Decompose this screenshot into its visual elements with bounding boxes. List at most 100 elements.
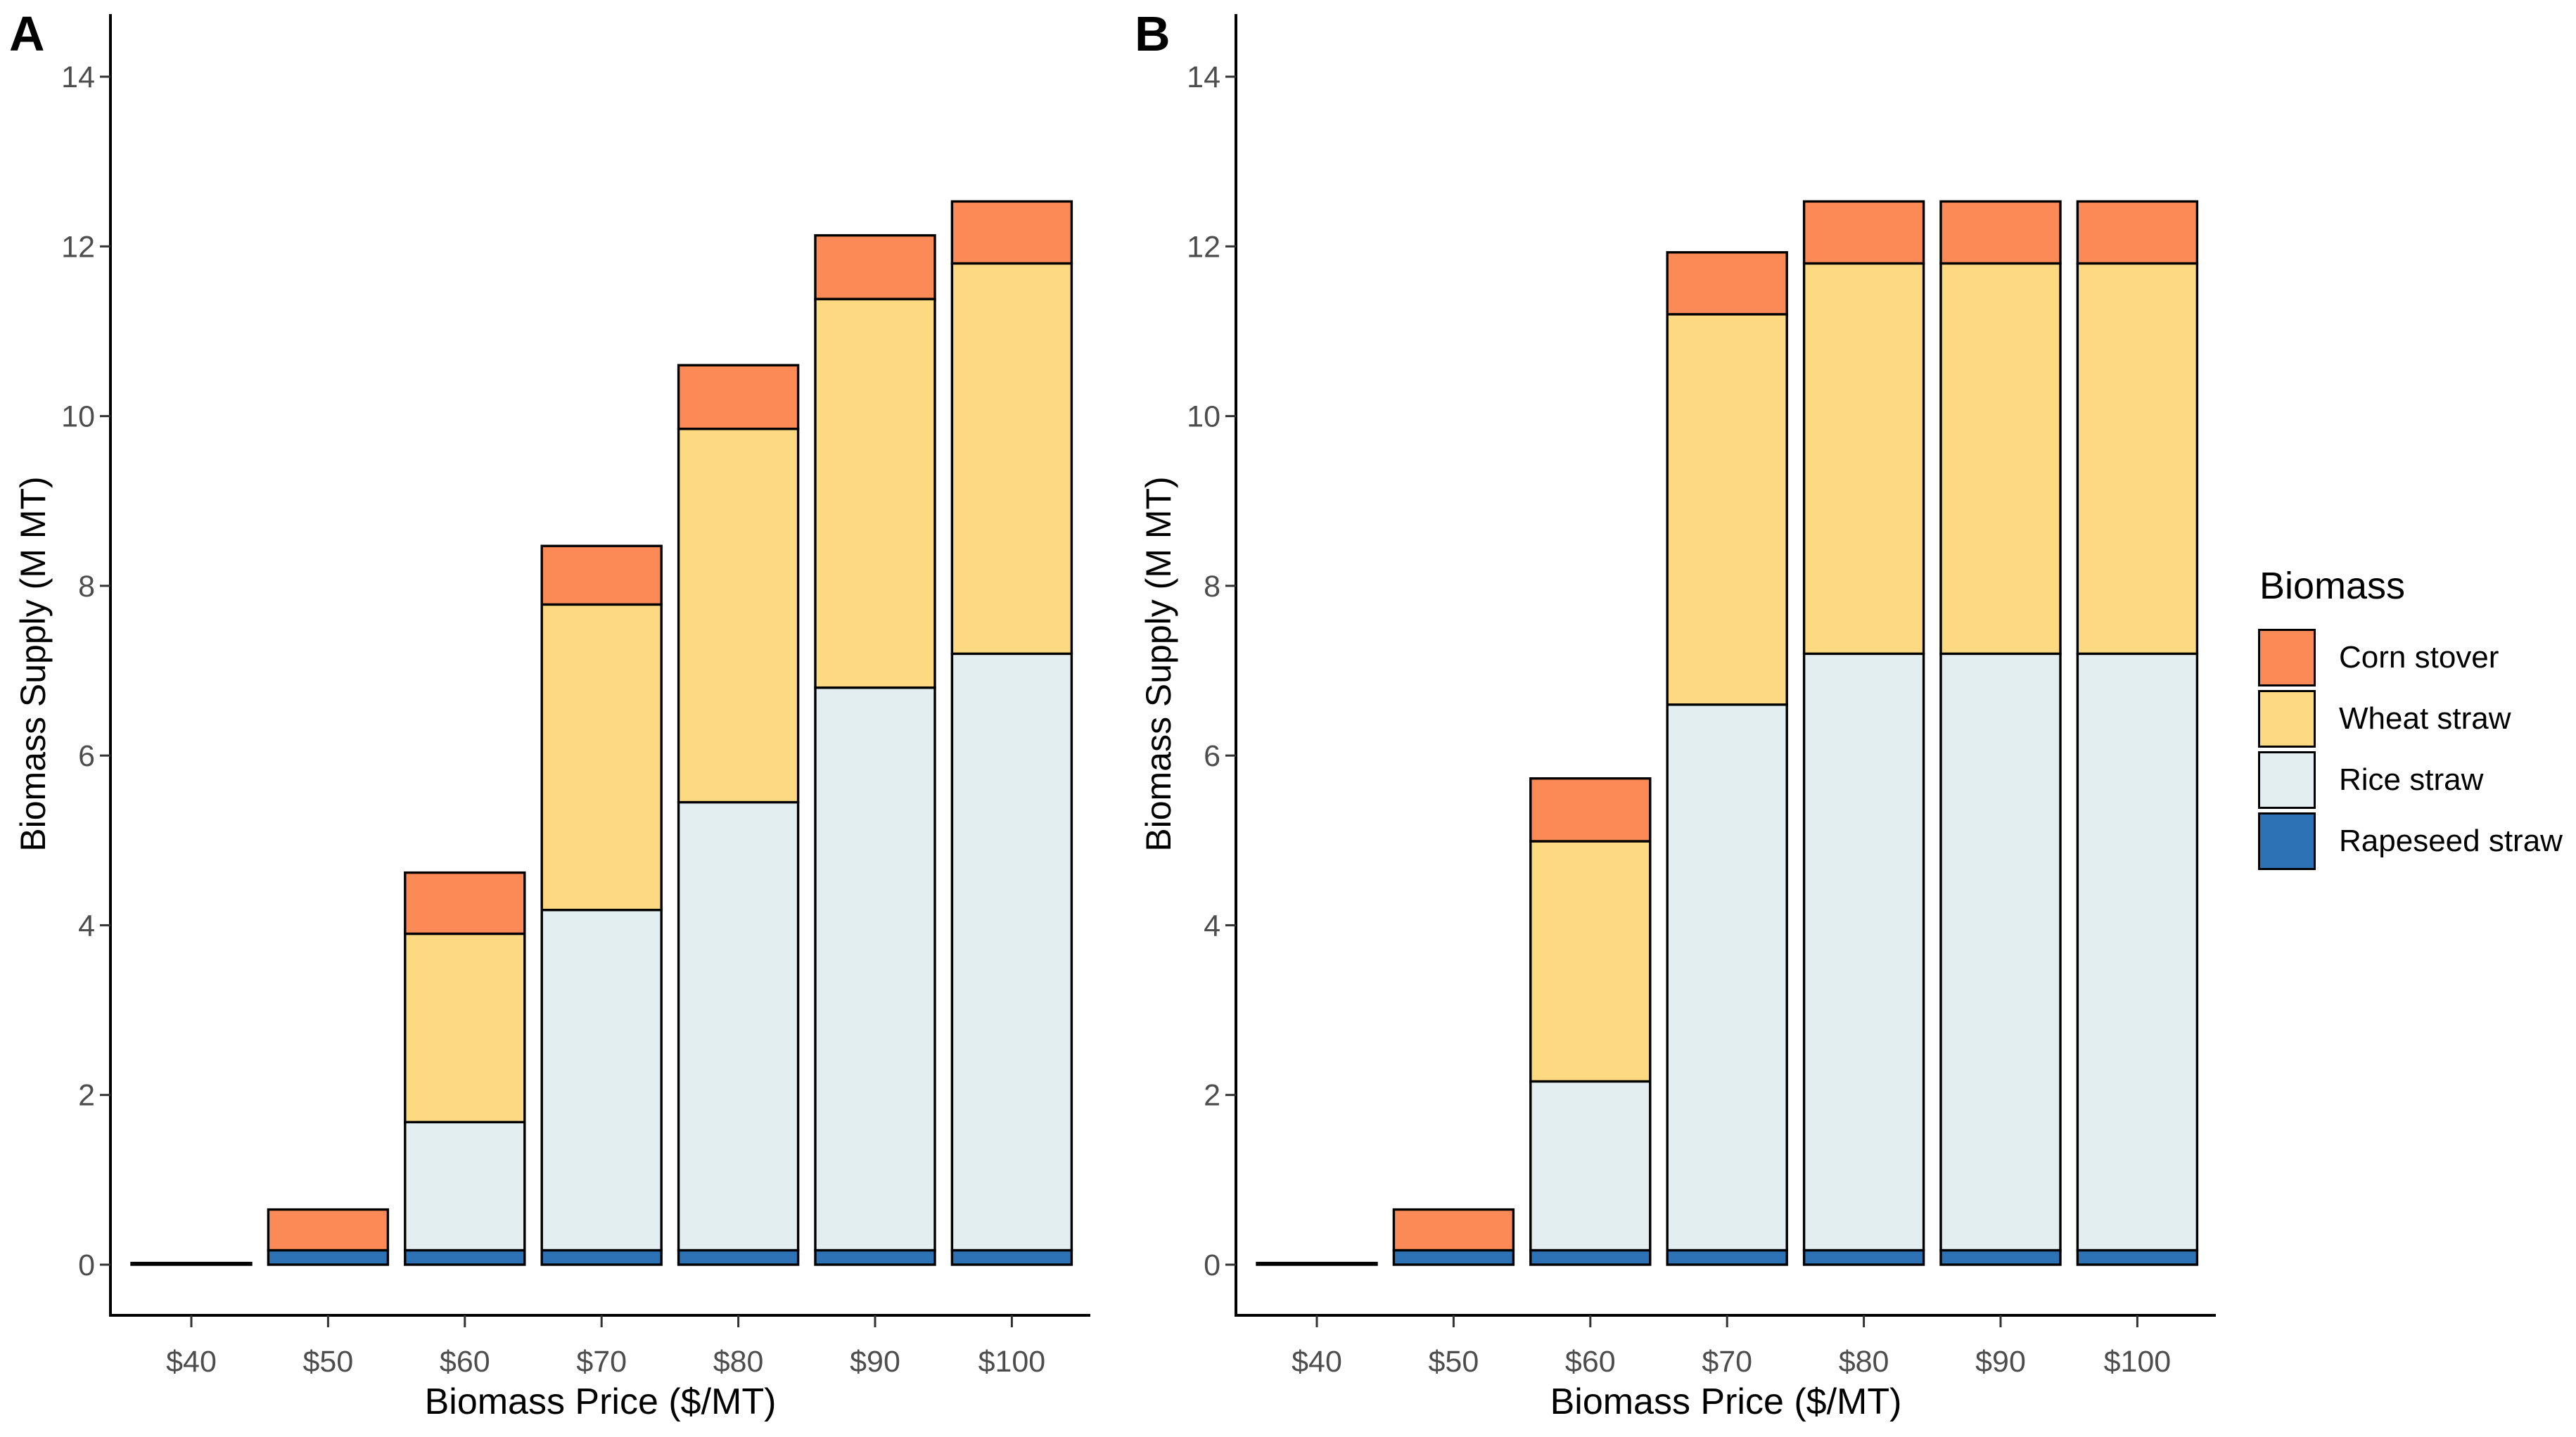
- y-tick-label: 4: [78, 909, 95, 943]
- bar-segment-80-rapeseed-straw: [677, 1248, 800, 1266]
- bar-segment-100-corn-stover: [950, 200, 1073, 265]
- legend-item-label: Wheat straw: [2339, 701, 2511, 736]
- y-tick-label: 4: [1204, 909, 1220, 943]
- x-tick-label: $80: [713, 1345, 764, 1379]
- legend-swatch-wheat-straw: [2258, 690, 2316, 748]
- bar-segment-100-rapeseed-straw: [2076, 1248, 2199, 1266]
- bar-segment-80-rice-straw: [677, 800, 800, 1252]
- x-tick-label: $90: [850, 1345, 900, 1379]
- x-tick-label: $90: [1975, 1345, 2026, 1379]
- bar-segment-60-rice-straw: [1529, 1080, 1652, 1252]
- bar-segment-60-rapeseed-straw: [1529, 1248, 1652, 1266]
- legend-item: Rapeseed straw: [2258, 812, 2576, 870]
- bar-segment-70-wheat-straw: [1666, 313, 1788, 706]
- legend-item: Wheat straw: [2258, 690, 2576, 748]
- panel-label: B: [1135, 6, 1171, 61]
- y-axis-title: Biomass Supply (M MT): [1139, 476, 1178, 851]
- legend-swatch-rapeseed-straw: [2258, 812, 2316, 870]
- y-axis-title: Biomass Supply (M MT): [13, 476, 53, 851]
- y-tick-label: 12: [61, 230, 95, 264]
- legend-item-label: Corn stover: [2339, 640, 2499, 675]
- bar-segment-90-rice-straw: [814, 686, 936, 1252]
- y-tick-label: 0: [1204, 1248, 1220, 1282]
- y-tick-label: 12: [1187, 230, 1220, 264]
- x-tick-label: $50: [1429, 1345, 1479, 1379]
- y-tick-label: 14: [61, 60, 95, 94]
- bar-segment-90-wheat-straw: [1939, 262, 2062, 656]
- x-tick-label: $80: [1839, 1345, 1889, 1379]
- bar-segment-100-rapeseed-straw: [950, 1248, 1073, 1266]
- bar-segment-80-corn-stover: [677, 364, 800, 430]
- bar-segment-50-corn-stover: [1392, 1208, 1515, 1252]
- legend-swatch-rice-straw: [2258, 751, 2316, 809]
- x-tick-label: $100: [2104, 1345, 2172, 1379]
- bar-segment-40-rapeseed-straw: [1256, 1261, 1378, 1266]
- y-tick-label: 10: [1187, 400, 1220, 434]
- bar-segment-80-rapeseed-straw: [1802, 1248, 1925, 1266]
- legend-swatch-corn-stover: [2258, 629, 2316, 686]
- chart-panel-a: 0 2 4 6 8 10 12 14 $40 $50 $60 $70 $80 $90 $100 Biomass…: [9, 6, 1090, 1422]
- chart-panel-b: 0 2 4 6 8 10 12 14 $40 $50 $60 $70 $80 $90 $100 Biomass…: [1135, 6, 2216, 1422]
- bar-segment-60-corn-stover: [1529, 777, 1652, 843]
- bar-segment-70-rice-straw: [540, 909, 663, 1252]
- x-tick-label: $50: [303, 1345, 354, 1379]
- bar-segment-60-wheat-straw: [1529, 840, 1652, 1083]
- legend: Biomass Corn stover Wheat straw Rice straw…: [2258, 567, 2576, 874]
- bar-segment-60-wheat-straw: [404, 932, 526, 1124]
- panel-label: A: [9, 6, 45, 61]
- bar-segment-70-rapeseed-straw: [1666, 1248, 1788, 1266]
- x-axis-title: Biomass Price ($/MT): [425, 1381, 777, 1422]
- bar-segment-70-wheat-straw: [540, 603, 663, 912]
- bar-segment-100-wheat-straw: [2076, 262, 2199, 656]
- bar-segment-80-corn-stover: [1802, 200, 1925, 265]
- legend-item: Corn stover: [2258, 629, 2576, 686]
- bar-segment-70-rapeseed-straw: [540, 1248, 663, 1266]
- bar-segment-50-rapeseed-straw: [1392, 1248, 1515, 1266]
- bar-segment-80-wheat-straw: [677, 427, 800, 804]
- bar-segment-90-rapeseed-straw: [1939, 1248, 2062, 1266]
- bar-segment-100-rice-straw: [2076, 652, 2199, 1252]
- bar-segment-60-corn-stover: [404, 871, 526, 935]
- bar-segment-50-rapeseed-straw: [267, 1248, 390, 1266]
- bar-segment-70-rice-straw: [1666, 703, 1788, 1252]
- bar-segment-70-corn-stover: [540, 544, 663, 606]
- y-tick-label: 2: [78, 1079, 95, 1113]
- x-tick-label: $100: [978, 1345, 1046, 1379]
- bar-segment-90-corn-stover: [814, 234, 936, 300]
- x-tick-label: $40: [166, 1345, 217, 1379]
- y-tick-label: 6: [1204, 739, 1220, 773]
- bar-segment-90-rice-straw: [1939, 652, 2062, 1252]
- x-tick-label: $60: [440, 1345, 490, 1379]
- y-tick-label: 0: [78, 1248, 95, 1282]
- bar-segment-90-wheat-straw: [814, 298, 936, 689]
- legend-title: Biomass: [2259, 565, 2406, 607]
- bar-segment-60-rapeseed-straw: [404, 1248, 526, 1266]
- y-tick-label: 8: [78, 570, 95, 603]
- x-tick-label: $70: [1702, 1345, 1752, 1379]
- legend-item-label: Rice straw: [2339, 762, 2484, 797]
- x-tick-label: $40: [1292, 1345, 1342, 1379]
- bar-segment-90-corn-stover: [1939, 200, 2062, 265]
- bar-segment-50-corn-stover: [267, 1208, 390, 1252]
- y-tick-label: 6: [78, 739, 95, 773]
- bar-segment-80-wheat-straw: [1802, 262, 1925, 656]
- x-axis-title: Biomass Price ($/MT): [1550, 1381, 1902, 1422]
- y-tick-label: 10: [61, 400, 95, 434]
- x-tick-label: $60: [1565, 1345, 1616, 1379]
- legend-item: Rice straw: [2258, 751, 2576, 809]
- x-tick-label: $70: [576, 1345, 627, 1379]
- bar-segment-90-rapeseed-straw: [814, 1248, 936, 1266]
- y-tick-label: 14: [1187, 60, 1220, 94]
- bar-segment-100-rice-straw: [950, 652, 1073, 1252]
- bar-segment-80-rice-straw: [1802, 652, 1925, 1252]
- y-tick-label: 2: [1204, 1079, 1220, 1113]
- bar-segment-100-corn-stover: [2076, 200, 2199, 265]
- legend-items: Corn stover Wheat straw Rice straw Rapeseed…: [2258, 629, 2576, 870]
- bar-segment-100-wheat-straw: [950, 262, 1073, 656]
- legend-item-label: Rapeseed straw: [2339, 824, 2563, 858]
- y-tick-label: 8: [1204, 570, 1220, 603]
- bar-segment-70-corn-stover: [1666, 251, 1788, 316]
- bar-segment-60-rice-straw: [404, 1120, 526, 1252]
- bar-segment-40-rapeseed-straw: [130, 1261, 253, 1266]
